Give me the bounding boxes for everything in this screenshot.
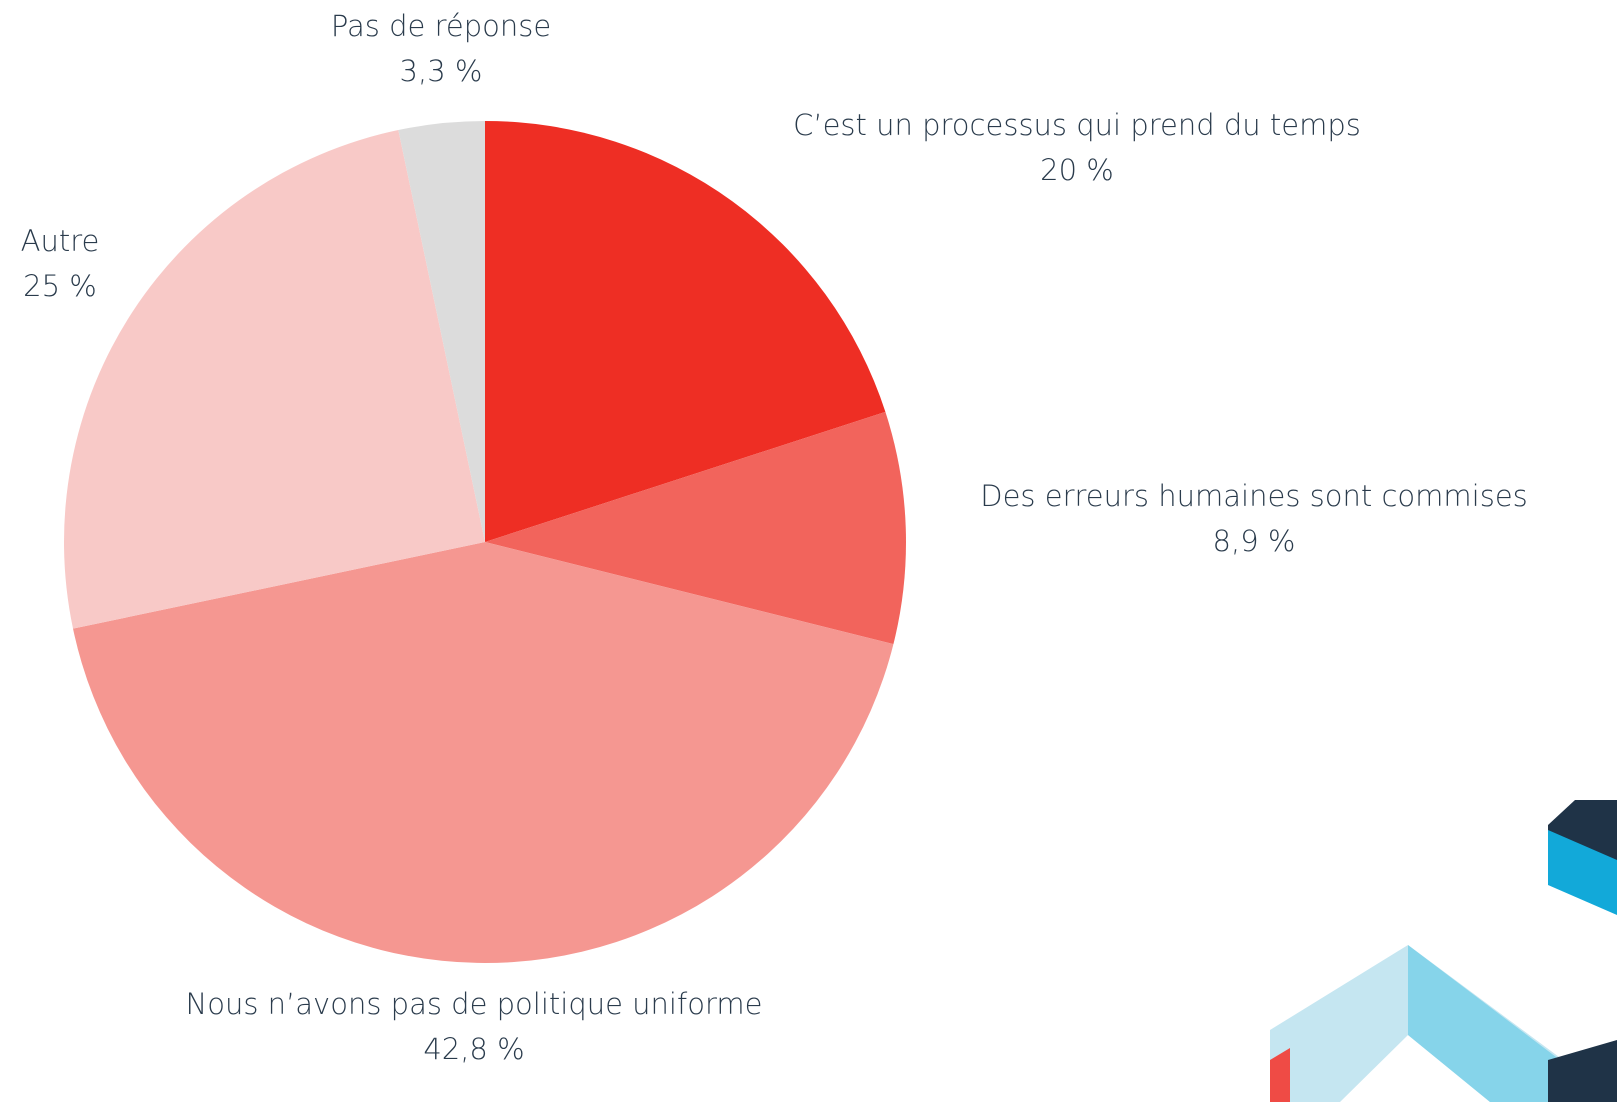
value-label: 8,9 % (1213, 524, 1296, 558)
value-label: 25 % (23, 269, 97, 303)
value-label: 20 % (1040, 153, 1114, 187)
decoration (1270, 800, 1617, 1102)
slice-label: Autre (21, 224, 100, 258)
slice-label: Pas de réponse (331, 9, 551, 43)
slice-label: C’est un processus qui prend du temps (793, 108, 1361, 142)
slice-label: Nous n’avons pas de politique uniforme (186, 987, 763, 1021)
chart: C’est un processus qui prend du temps 20 … (0, 0, 1617, 1102)
value-label: 3,3 % (400, 54, 483, 88)
value-label: 42,8 % (423, 1032, 524, 1066)
slice-label: Des erreurs humaines sont commises (980, 479, 1528, 513)
